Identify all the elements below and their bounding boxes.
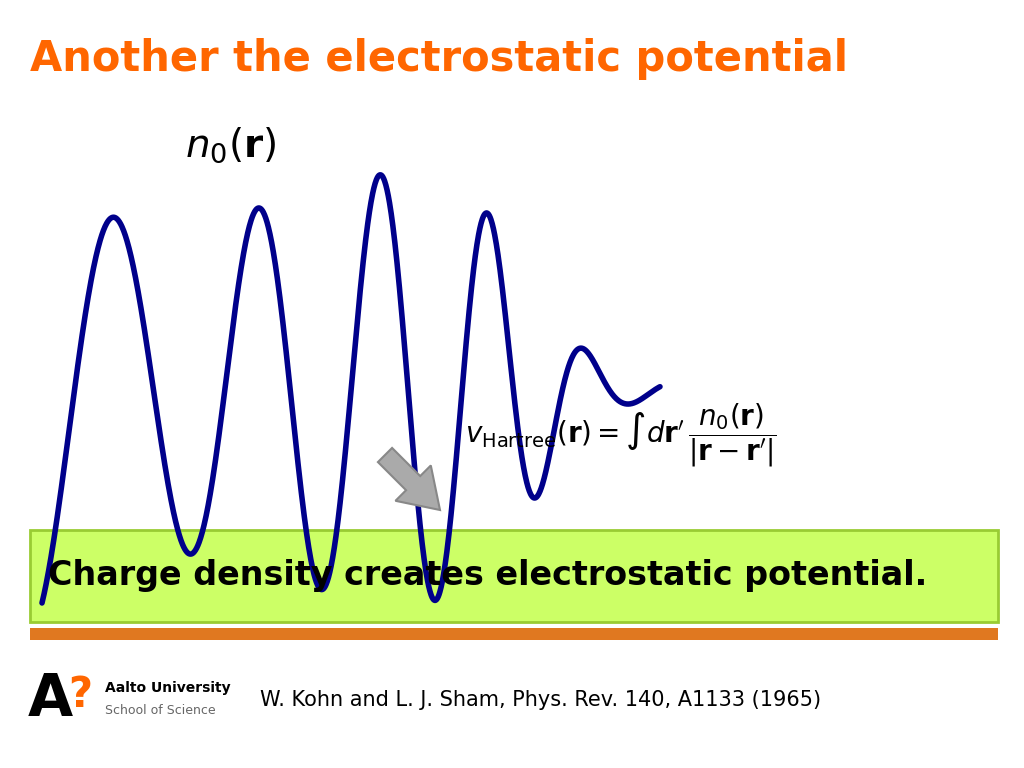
Text: School of Science: School of Science xyxy=(105,703,216,717)
Text: ?: ? xyxy=(68,674,92,716)
Text: A: A xyxy=(28,671,73,729)
Text: $v_{\mathrm{Hartree}}(\mathbf{r}) = \int d\mathbf{r}^{\prime} \, \dfrac{n_0(\mat: $v_{\mathrm{Hartree}}(\mathbf{r}) = \int… xyxy=(465,401,777,468)
Text: Charge density creates electrostatic potential.: Charge density creates electrostatic pot… xyxy=(48,560,928,592)
Text: $n_0(\mathbf{r})$: $n_0(\mathbf{r})$ xyxy=(185,125,276,165)
Text: Aalto University: Aalto University xyxy=(105,681,230,695)
Bar xyxy=(30,530,998,622)
Text: W. Kohn and L. J. Sham, Phys. Rev. 140, A1133 (1965): W. Kohn and L. J. Sham, Phys. Rev. 140, … xyxy=(260,690,821,710)
Text: Another the electrostatic potential: Another the electrostatic potential xyxy=(30,38,848,80)
Bar xyxy=(30,628,998,640)
FancyArrow shape xyxy=(378,448,440,510)
